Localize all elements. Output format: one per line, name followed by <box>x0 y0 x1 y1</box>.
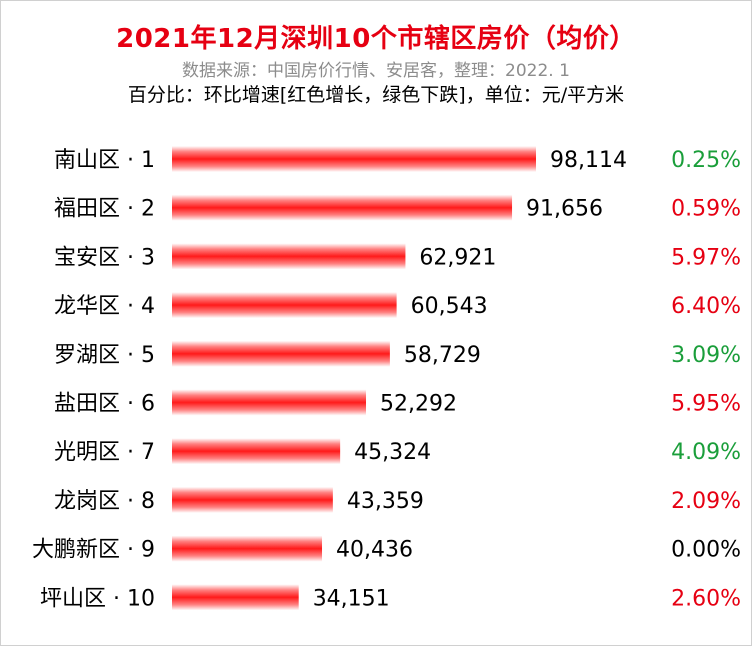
change-label: 3.09% <box>671 343 741 368</box>
category-label: 龙岗区 · 8 <box>54 489 155 514</box>
category-label: 罗湖区 · 5 <box>54 343 155 368</box>
change-label: 4.09% <box>671 440 741 465</box>
change-label: 5.95% <box>671 392 741 417</box>
category-label: 光明区 · 7 <box>54 440 155 465</box>
category-label: 龙华区 · 4 <box>54 294 155 319</box>
value-label: 60,543 <box>411 294 488 319</box>
bar <box>172 584 299 611</box>
change-label: 2.60% <box>671 586 741 611</box>
bar <box>172 194 513 221</box>
value-label: 52,292 <box>380 392 457 417</box>
bars-layer: 南山区 · 1 98,114 0.25% 福田区 · 2 91,656 0.59% 宝安区 … <box>32 146 741 611</box>
category-label: 盐田区 · 6 <box>54 392 155 417</box>
bar <box>172 535 323 562</box>
value-label: 43,359 <box>347 489 424 514</box>
chart-note: 百分比：环比增速[红色增长，绿色下跌]，单位：元/平方米 <box>127 84 625 106</box>
bar <box>172 340 390 367</box>
change-label: 2.09% <box>671 489 741 514</box>
category-label: 大鹏新区 · 9 <box>32 538 155 563</box>
bar <box>172 486 333 513</box>
value-label: 45,324 <box>354 440 431 465</box>
category-label: 宝安区 · 3 <box>54 245 155 270</box>
value-label: 62,921 <box>419 245 496 270</box>
bar <box>172 243 406 270</box>
chart-subtitle: 数据来源：中国房价行情、安居客，整理：2022. 1 <box>182 61 570 81</box>
bar <box>172 438 341 465</box>
change-label: 6.40% <box>671 294 741 319</box>
chart-title: 2021年12月深圳10个市辖区房价（均价） <box>116 24 636 54</box>
category-label: 南山区 · 1 <box>54 148 155 173</box>
value-label: 40,436 <box>336 538 413 563</box>
bar <box>172 146 536 172</box>
category-label: 坪山区 · 10 <box>40 586 155 611</box>
change-label: 0.00% <box>671 538 741 563</box>
value-label: 98,114 <box>550 148 627 173</box>
value-label: 34,151 <box>313 586 390 611</box>
bar <box>172 292 397 319</box>
change-label: 0.25% <box>671 148 741 173</box>
bar <box>172 389 367 416</box>
value-label: 91,656 <box>526 197 603 222</box>
change-label: 0.59% <box>671 197 741 222</box>
category-label: 福田区 · 2 <box>54 197 155 222</box>
value-label: 58,729 <box>404 343 481 368</box>
change-label: 5.97% <box>671 245 741 270</box>
